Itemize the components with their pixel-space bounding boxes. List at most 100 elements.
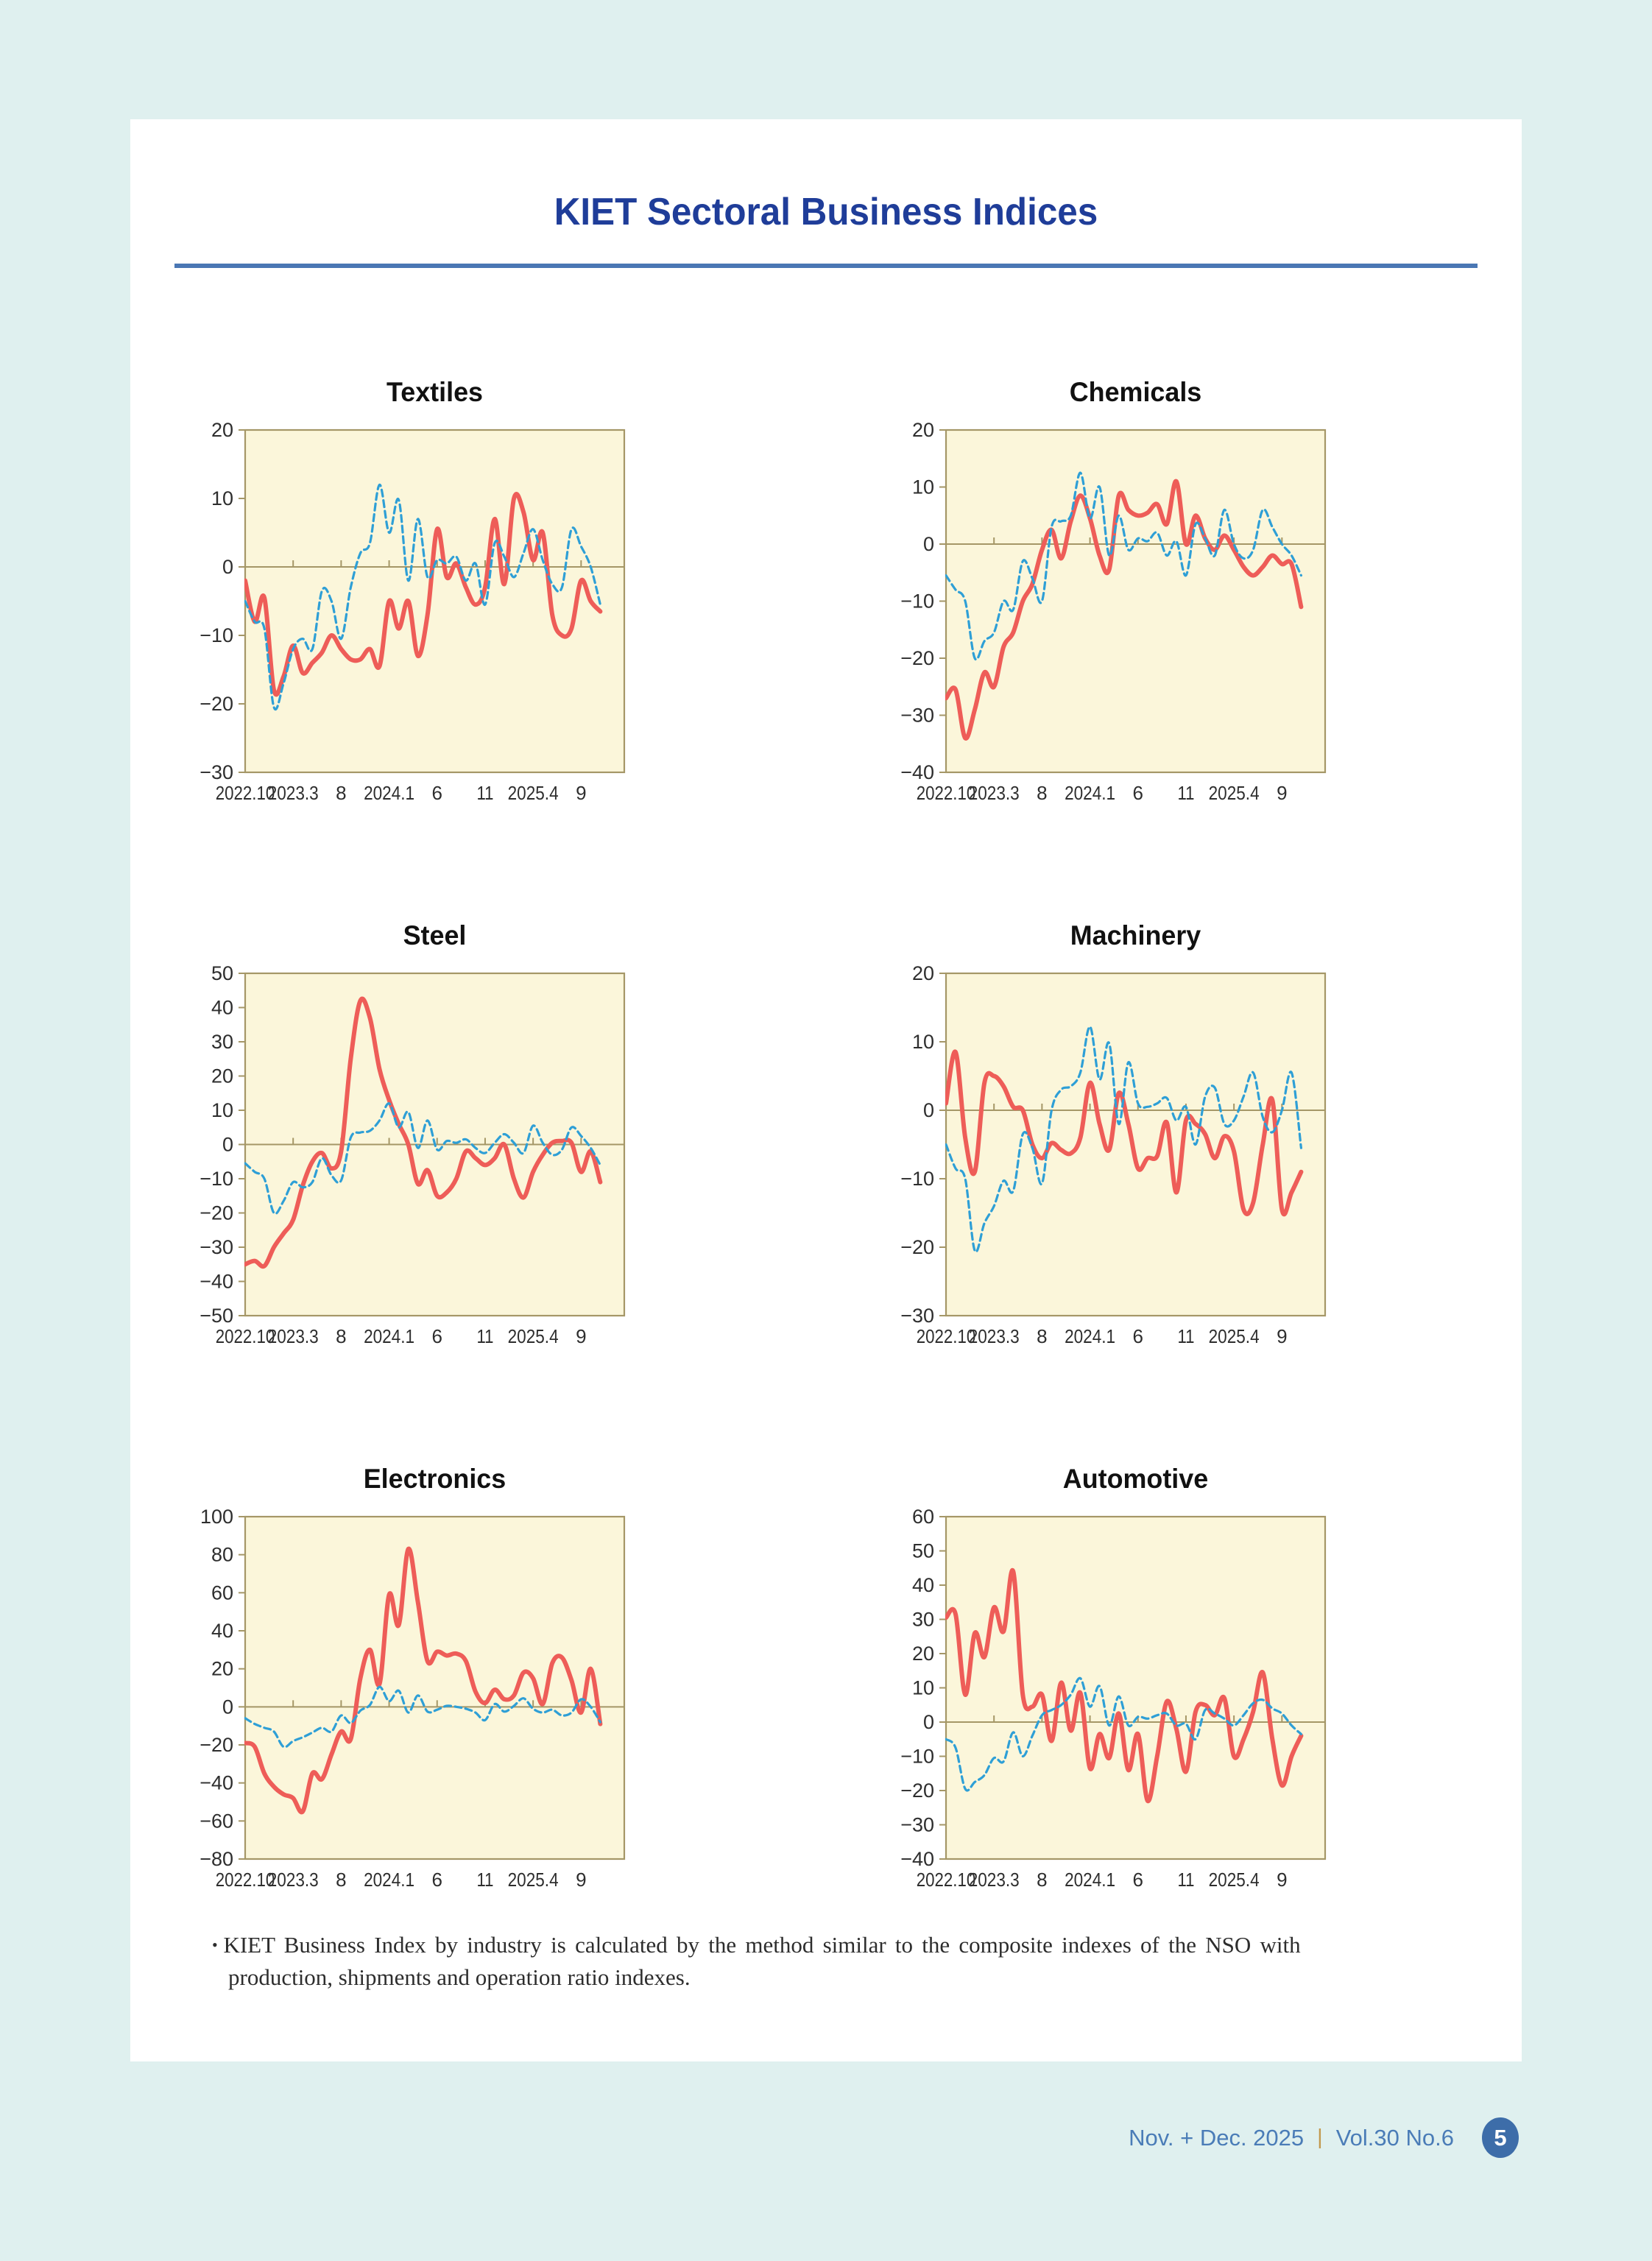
svg-text:−40: −40 — [200, 1271, 233, 1293]
svg-text:−20: −20 — [200, 693, 233, 715]
chart-title-chemicals: Chemicals — [1069, 377, 1202, 407]
svg-text:40: 40 — [912, 1574, 934, 1596]
svg-text:6: 6 — [432, 1325, 442, 1347]
svg-text:0: 0 — [222, 556, 233, 578]
svg-text:2025.4: 2025.4 — [508, 782, 559, 804]
svg-text:−60: −60 — [200, 1810, 233, 1832]
svg-text:60: 60 — [912, 1508, 934, 1528]
chart-plot-steel: 2022.10 2023.3 8 2024.1 6 11 2025.4 9 50 40 30 20 10… — [175, 964, 632, 1375]
svg-text:9: 9 — [1277, 1869, 1287, 1891]
svg-text:0: 0 — [923, 1099, 934, 1121]
footer-separator: | — [1317, 2126, 1323, 2149]
svg-text:6: 6 — [1133, 1325, 1143, 1347]
svg-text:11: 11 — [1177, 782, 1194, 804]
svg-text:2023.3: 2023.3 — [969, 1869, 1020, 1891]
svg-text:8: 8 — [336, 1325, 346, 1347]
page-number-badge: 5 — [1482, 2117, 1519, 2158]
svg-text:−20: −20 — [900, 647, 934, 669]
svg-text:2025.4: 2025.4 — [508, 1869, 559, 1891]
svg-text:20: 20 — [912, 964, 934, 984]
svg-text:9: 9 — [576, 1869, 586, 1891]
svg-text:−10: −10 — [200, 624, 233, 646]
svg-text:2022.10: 2022.10 — [917, 782, 976, 804]
footnote-line1: KIET Business Index by industry is calcu… — [223, 1932, 1301, 1958]
svg-text:2023.3: 2023.3 — [969, 782, 1020, 804]
footer-volume: Vol.30 No.6 — [1335, 2124, 1454, 2151]
svg-text:8: 8 — [336, 782, 346, 804]
svg-text:6: 6 — [432, 782, 442, 804]
svg-text:2025.4: 2025.4 — [1209, 1325, 1260, 1347]
svg-text:6: 6 — [1133, 1869, 1143, 1891]
svg-text:11: 11 — [1177, 1325, 1194, 1347]
svg-text:2022.10: 2022.10 — [216, 782, 275, 804]
footnote-line2: production, shipments and operation rati… — [228, 1964, 691, 1991]
svg-text:9: 9 — [1277, 1325, 1287, 1347]
svg-text:0: 0 — [923, 1711, 934, 1733]
chart-title-electronics: Electronics — [363, 1464, 506, 1494]
svg-text:2024.1: 2024.1 — [364, 1325, 414, 1347]
chart-title-steel: Steel — [403, 920, 467, 950]
svg-text:2022.10: 2022.10 — [917, 1869, 976, 1891]
title-rule — [174, 264, 1478, 268]
svg-text:−20: −20 — [900, 1779, 934, 1802]
chart-panel-steel: Steel 2022.10 2023.3 8 2024.1 6 11 2025.4 9 50 40… — [175, 920, 632, 1375]
svg-text:20: 20 — [912, 1643, 934, 1665]
chart-plot-chemicals: 2022.10 2023.3 8 2024.1 6 11 2025.4 9 20 10 0 −10 −2… — [876, 421, 1332, 832]
svg-text:30: 30 — [211, 1031, 233, 1053]
svg-text:2023.3: 2023.3 — [268, 782, 319, 804]
page-footer: Nov. + Dec. 2025 | Vol.30 No.6 5 — [1129, 2117, 1519, 2158]
page-title: KIET Sectoral Business Indices — [554, 191, 1098, 233]
svg-text:0: 0 — [222, 1134, 233, 1156]
footer-issue: Nov. + Dec. 2025 — [1129, 2124, 1305, 2151]
chart-title-machinery: Machinery — [1070, 920, 1201, 950]
charts-grid: Textiles 2022.10 2023.3 8 2024.1 6 11 2025.4 9 2… — [130, 377, 1522, 1919]
chart-plot-textiles: 2022.10 2023.3 8 2024.1 6 11 2025.4 9 20 10 0 −10 −2… — [175, 421, 632, 832]
svg-text:2024.1: 2024.1 — [1065, 782, 1115, 804]
svg-text:−40: −40 — [900, 761, 934, 783]
svg-text:−30: −30 — [900, 705, 934, 727]
svg-text:8: 8 — [1037, 1325, 1047, 1347]
svg-text:20: 20 — [211, 1065, 233, 1087]
svg-text:10: 10 — [912, 1677, 934, 1699]
svg-text:60: 60 — [211, 1581, 233, 1604]
svg-text:20: 20 — [211, 421, 233, 441]
svg-text:10: 10 — [211, 1099, 233, 1121]
svg-text:11: 11 — [476, 1325, 493, 1347]
svg-text:11: 11 — [1177, 1869, 1194, 1891]
svg-text:8: 8 — [1037, 1869, 1047, 1891]
footnote: • KIET Business Index by industry is cal… — [199, 1929, 1528, 1994]
svg-text:−30: −30 — [200, 761, 233, 783]
svg-text:−10: −10 — [900, 590, 934, 613]
svg-text:2022.10: 2022.10 — [216, 1325, 275, 1347]
svg-text:9: 9 — [1277, 782, 1287, 804]
svg-text:0: 0 — [222, 1696, 233, 1718]
chart-plot-machinery: 2022.10 2023.3 8 2024.1 6 11 2025.4 9 20 10 0 −10 −2… — [876, 964, 1332, 1375]
svg-text:10: 10 — [211, 487, 233, 509]
chart-plot-automotive: 2022.10 2023.3 8 2024.1 6 11 2025.4 9 60 50 40 30 20… — [876, 1508, 1332, 1919]
svg-text:−30: −30 — [900, 1814, 934, 1836]
svg-text:−30: −30 — [200, 1236, 233, 1258]
chart-panel-textiles: Textiles 2022.10 2023.3 8 2024.1 6 11 2025.4 9 2… — [175, 377, 632, 832]
svg-text:−20: −20 — [200, 1202, 233, 1224]
svg-text:−40: −40 — [900, 1848, 934, 1870]
svg-text:−30: −30 — [900, 1305, 934, 1327]
svg-text:11: 11 — [476, 1869, 493, 1891]
chart-title-automotive: Automotive — [1062, 1464, 1209, 1494]
svg-text:40: 40 — [211, 997, 233, 1019]
svg-text:100: 100 — [200, 1508, 233, 1528]
chart-panel-chemicals: Chemicals 2022.10 2023.3 8 2024.1 6 11 2025.4 9… — [876, 377, 1332, 832]
svg-text:−10: −10 — [900, 1746, 934, 1768]
svg-text:8: 8 — [1037, 782, 1047, 804]
svg-text:−40: −40 — [200, 1772, 233, 1794]
svg-text:2024.1: 2024.1 — [1065, 1325, 1115, 1347]
chart-title-textiles: Textiles — [386, 377, 483, 407]
svg-text:9: 9 — [576, 782, 586, 804]
svg-text:0: 0 — [923, 533, 934, 555]
svg-text:2024.1: 2024.1 — [364, 782, 414, 804]
svg-text:6: 6 — [1133, 782, 1143, 804]
content-card: KIET Sectoral Business Indices Textiles … — [130, 119, 1522, 2061]
svg-text:−80: −80 — [200, 1848, 233, 1870]
svg-text:−20: −20 — [200, 1734, 233, 1756]
svg-text:2023.3: 2023.3 — [268, 1325, 319, 1347]
